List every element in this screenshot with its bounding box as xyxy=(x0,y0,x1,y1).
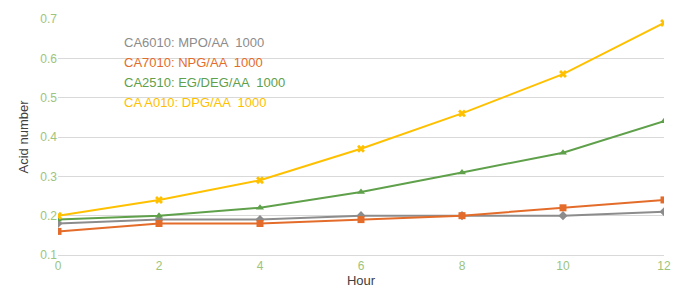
svg-text:Hour: Hour xyxy=(347,273,376,288)
svg-text:0.1: 0.1 xyxy=(40,248,57,262)
svg-text:0: 0 xyxy=(55,259,62,273)
svg-text:0.7: 0.7 xyxy=(40,12,57,26)
svg-text:CA7010: NPG/AA 1000: CA7010: NPG/AA 1000 xyxy=(124,55,263,70)
svg-text:2: 2 xyxy=(156,259,163,273)
svg-text:CA A010: DPG/AA 1000: CA A010: DPG/AA 1000 xyxy=(124,95,266,110)
svg-text:0.5: 0.5 xyxy=(40,91,57,105)
svg-text:8: 8 xyxy=(459,259,466,273)
svg-text:0.4: 0.4 xyxy=(40,130,57,144)
svg-text:10: 10 xyxy=(556,259,570,273)
svg-text:0.6: 0.6 xyxy=(40,52,57,66)
svg-text:CA2510: EG/DEG/AA 1000: CA2510: EG/DEG/AA 1000 xyxy=(124,75,285,90)
svg-text:0.2: 0.2 xyxy=(40,209,57,223)
svg-text:CA6010: MPO/AA 1000: CA6010: MPO/AA 1000 xyxy=(124,35,264,50)
svg-text:12: 12 xyxy=(657,259,671,273)
svg-text:0.3: 0.3 xyxy=(40,170,57,184)
svg-text:6: 6 xyxy=(358,259,365,273)
svg-text:4: 4 xyxy=(257,259,264,273)
svg-text:Acid number: Acid number xyxy=(16,100,31,174)
